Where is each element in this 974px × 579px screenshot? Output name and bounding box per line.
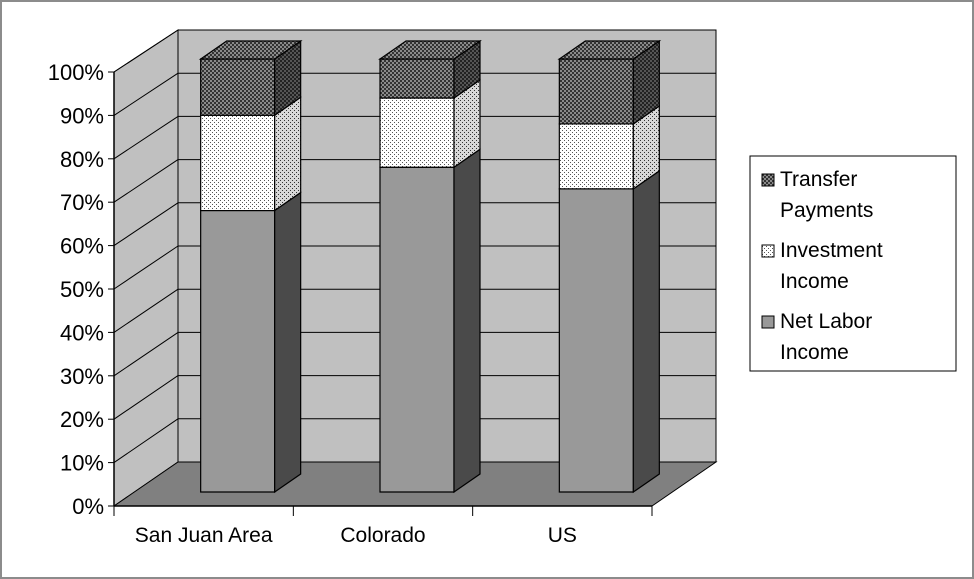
gridline-side [113, 202, 179, 247]
gridline-side [113, 375, 179, 420]
bar-segment [379, 148, 481, 494]
legend-label: Income [780, 341, 849, 364]
y-tick-label: 20% [60, 407, 104, 432]
bar-segment-front [558, 58, 634, 125]
bar-segment [200, 96, 302, 212]
bar-segment-front [200, 58, 276, 116]
legend-swatch [761, 244, 775, 258]
gridline-side [113, 418, 179, 464]
bar-segment [557, 39, 662, 126]
x-category-label: Colorado [340, 524, 425, 547]
y-tick-label: 100% [48, 60, 104, 85]
y-tick-label: 60% [60, 234, 104, 259]
bar-segment-side [453, 148, 481, 494]
gridline-side [113, 331, 179, 377]
bar-segment-side [274, 96, 302, 212]
legend-label: Income [780, 270, 849, 293]
legend-item: Investment Income [761, 239, 883, 293]
gridline-side [113, 115, 179, 160]
bar-segment-front [379, 97, 455, 168]
bar-segment [558, 169, 660, 494]
y-tick-label: 80% [60, 147, 104, 172]
legend-item: Net Labor Income [761, 310, 872, 364]
bar-segment-front [558, 123, 634, 190]
bars [198, 39, 662, 494]
bar-segment [198, 39, 303, 117]
bar-segment-front [379, 58, 455, 99]
gridline-side [113, 288, 179, 333]
bar-segment [200, 191, 302, 494]
bar-segment-front [558, 188, 634, 493]
legend-swatch [761, 315, 775, 329]
y-tick-label: 70% [60, 190, 104, 215]
y-axis-ticks: 0% 10% 20% 30% 40% 50% 60% 70% 80% 90% 100% [48, 60, 115, 519]
y-tick-label: 40% [60, 320, 104, 345]
legend-swatch [761, 173, 775, 187]
x-category-label: San Juan Area [135, 524, 273, 547]
x-axis: San Juan Area Colorado US [113, 505, 653, 547]
y-tick-label: 0% [72, 494, 104, 519]
legend-label: Investment [780, 239, 883, 262]
bar-segment-front [200, 114, 276, 212]
y-tick-label: 90% [60, 103, 104, 128]
bar-top [557, 40, 662, 60]
gridline-side [113, 72, 179, 116]
bar-segment-front [379, 166, 455, 493]
gridline-side [113, 245, 179, 290]
y-tick-label: 50% [60, 277, 104, 302]
gridline-side [113, 29, 179, 73]
legend-label: Net Labor [780, 310, 872, 333]
bar-segment [558, 104, 660, 191]
y-tick-label: 30% [60, 364, 104, 389]
legend-box [749, 155, 957, 372]
bar-segment-front [200, 209, 276, 493]
y-tick-label: 10% [60, 451, 104, 476]
gridline-side [113, 159, 179, 203]
bar-segment-side [274, 191, 302, 494]
legend-item: Transfer Payments [761, 168, 873, 222]
x-category-label: US [548, 524, 577, 547]
legend-label: Payments [780, 199, 873, 222]
bar-top [198, 40, 303, 60]
legend-label: Transfer [780, 168, 857, 191]
bar-segment [379, 78, 481, 169]
bar-segment [378, 39, 482, 100]
bar-top [378, 40, 482, 60]
bar-segment-side [632, 169, 660, 494]
